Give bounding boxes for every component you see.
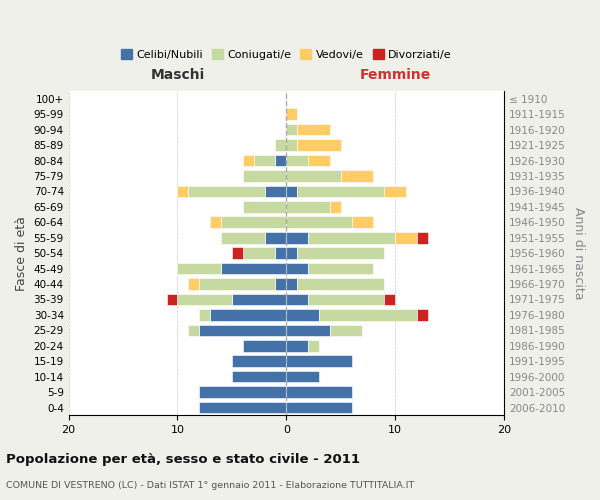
Bar [243, 170, 286, 182]
Bar [417, 309, 428, 320]
Bar [232, 356, 286, 367]
Bar [297, 186, 384, 197]
Bar [286, 324, 330, 336]
Bar [286, 356, 352, 367]
Bar [308, 263, 373, 274]
Bar [232, 371, 286, 382]
Bar [178, 186, 188, 197]
Bar [243, 340, 286, 351]
Bar [188, 278, 199, 290]
Bar [286, 278, 297, 290]
Bar [286, 170, 341, 182]
Text: Maschi: Maschi [151, 68, 205, 82]
Bar [210, 309, 286, 320]
Bar [286, 402, 352, 413]
Bar [308, 294, 384, 306]
Bar [199, 309, 210, 320]
Bar [297, 124, 330, 136]
Bar [352, 216, 373, 228]
Bar [286, 154, 308, 166]
Bar [199, 324, 286, 336]
Bar [286, 216, 352, 228]
Legend: Celibi/Nubili, Coniugati/e, Vedovi/e, Divorziati/e: Celibi/Nubili, Coniugati/e, Vedovi/e, Di… [116, 44, 456, 64]
Bar [243, 154, 254, 166]
Bar [286, 124, 297, 136]
Bar [297, 278, 384, 290]
Bar [275, 248, 286, 259]
Bar [286, 309, 319, 320]
Bar [199, 402, 286, 413]
Bar [221, 216, 286, 228]
Bar [286, 108, 297, 120]
Bar [286, 232, 308, 243]
Bar [384, 186, 406, 197]
Bar [232, 248, 243, 259]
Bar [178, 294, 232, 306]
Bar [221, 232, 265, 243]
Bar [384, 294, 395, 306]
Bar [275, 140, 286, 151]
Bar [265, 186, 286, 197]
Bar [243, 201, 286, 212]
Bar [199, 278, 275, 290]
Text: Popolazione per età, sesso e stato civile - 2011: Popolazione per età, sesso e stato civil… [6, 452, 360, 466]
Bar [221, 263, 286, 274]
Bar [178, 263, 221, 274]
Bar [297, 248, 384, 259]
Bar [275, 278, 286, 290]
Bar [308, 340, 319, 351]
Bar [188, 324, 199, 336]
Bar [286, 371, 319, 382]
Bar [210, 216, 221, 228]
Bar [254, 154, 275, 166]
Bar [286, 386, 352, 398]
Bar [286, 248, 297, 259]
Bar [341, 170, 373, 182]
Bar [308, 154, 330, 166]
Bar [330, 324, 362, 336]
Bar [319, 309, 417, 320]
Text: COMUNE DI VESTRENO (LC) - Dati ISTAT 1° gennaio 2011 - Elaborazione TUTTITALIA.I: COMUNE DI VESTRENO (LC) - Dati ISTAT 1° … [6, 481, 414, 490]
Bar [286, 186, 297, 197]
Bar [297, 140, 341, 151]
Bar [395, 232, 417, 243]
Bar [243, 248, 275, 259]
Bar [417, 232, 428, 243]
Bar [286, 294, 308, 306]
Bar [286, 263, 308, 274]
Bar [232, 294, 286, 306]
Y-axis label: Fasce di età: Fasce di età [15, 216, 28, 290]
Bar [167, 294, 178, 306]
Bar [265, 232, 286, 243]
Y-axis label: Anni di nascita: Anni di nascita [572, 207, 585, 300]
Bar [199, 386, 286, 398]
Text: Femmine: Femmine [359, 68, 431, 82]
Bar [286, 201, 330, 212]
Bar [286, 340, 308, 351]
Bar [308, 232, 395, 243]
Bar [275, 154, 286, 166]
Bar [286, 140, 297, 151]
Bar [188, 186, 265, 197]
Bar [330, 201, 341, 212]
